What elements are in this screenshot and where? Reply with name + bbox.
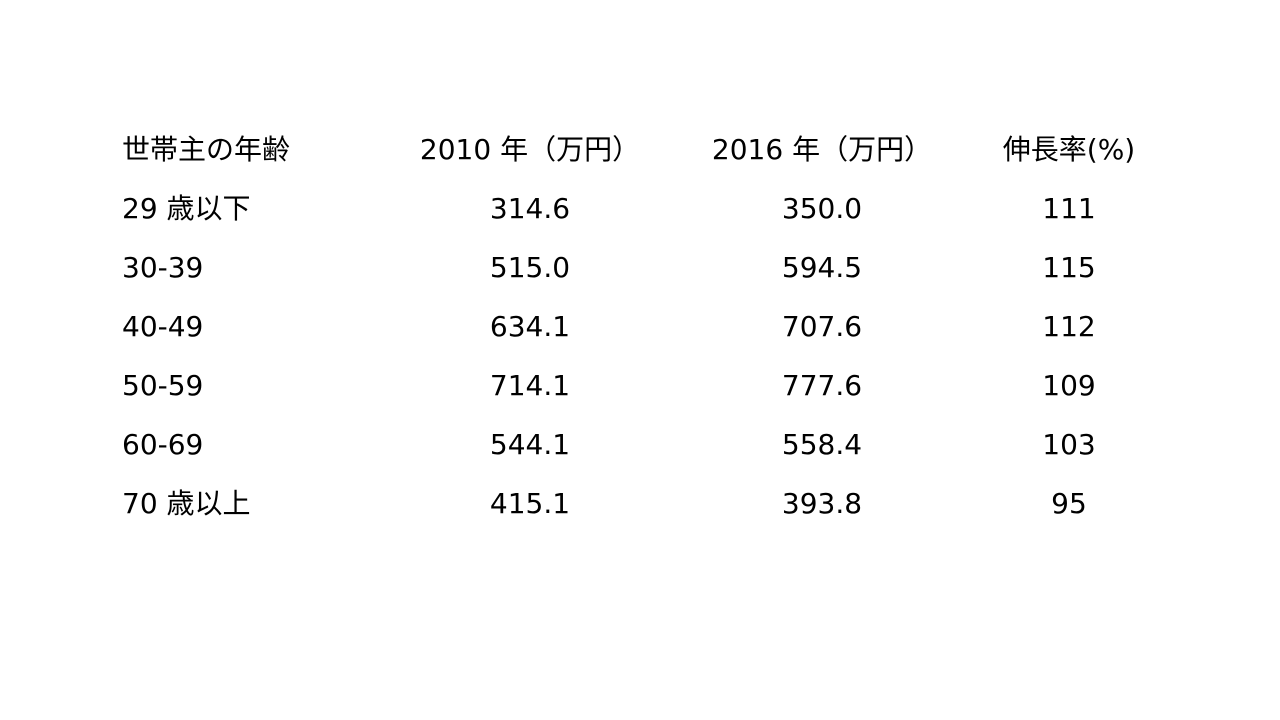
table-cell: 558.4 bbox=[781, 428, 863, 461]
table-cell: 714.1 bbox=[489, 369, 571, 402]
header-cell: 2016 年（万円） bbox=[711, 133, 933, 166]
table-cell: 314.6 bbox=[489, 192, 571, 225]
table-cell: 29 歳以下 bbox=[122, 192, 251, 225]
header-cell: 伸長率(%) bbox=[1002, 133, 1136, 166]
table-cell: 393.8 bbox=[781, 487, 863, 520]
table-cell: 777.6 bbox=[781, 369, 863, 402]
table-cell: 415.1 bbox=[489, 487, 571, 520]
table-cell: 40-49 bbox=[122, 310, 204, 343]
table-cell: 109 bbox=[1042, 369, 1096, 402]
table-cell: 115 bbox=[1042, 251, 1096, 284]
table-cell: 60-69 bbox=[122, 428, 204, 461]
table-cell: 111 bbox=[1042, 192, 1096, 225]
table-cell: 50-59 bbox=[122, 369, 204, 402]
table-cell: 594.5 bbox=[781, 251, 863, 284]
table-cell: 30-39 bbox=[122, 251, 204, 284]
table-cell: 350.0 bbox=[781, 192, 863, 225]
header-cell: 2010 年（万円） bbox=[419, 133, 641, 166]
header-cell: 世帯主の年齢 bbox=[122, 133, 291, 166]
table-cell: 103 bbox=[1042, 428, 1096, 461]
table-cell: 70 歳以上 bbox=[122, 487, 251, 520]
table-cell: 515.0 bbox=[489, 251, 571, 284]
table-cell: 112 bbox=[1042, 310, 1096, 343]
table-cell: 707.6 bbox=[781, 310, 863, 343]
table-cell: 95 bbox=[1051, 487, 1087, 520]
table-cell: 544.1 bbox=[489, 428, 571, 461]
table-cell: 634.1 bbox=[489, 310, 571, 343]
